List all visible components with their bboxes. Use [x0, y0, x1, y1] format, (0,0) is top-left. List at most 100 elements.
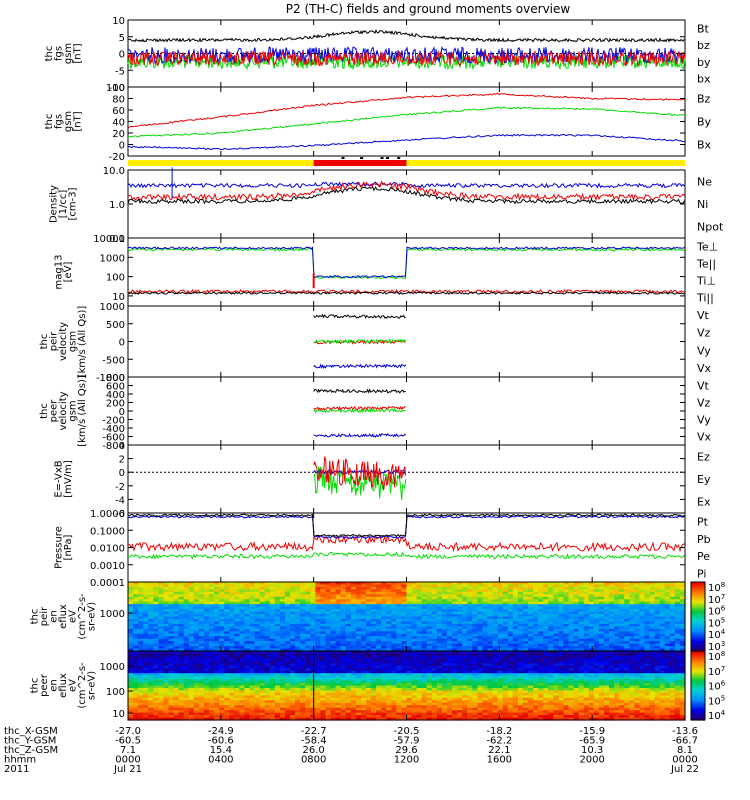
spectrogram-cell	[573, 604, 580, 608]
spectrogram-cell	[538, 646, 544, 650]
spectrogram-cell	[188, 648, 195, 652]
spectrogram-cell	[183, 604, 190, 608]
spectrogram-cell	[629, 648, 635, 652]
spectrogram-cell	[365, 683, 372, 687]
spectrogram-cell	[214, 712, 220, 716]
spectrogram-cell	[588, 584, 595, 588]
spectrogram-cell	[219, 606, 225, 610]
spectrogram-cell	[320, 599, 327, 603]
series-vy	[313, 338, 407, 345]
spectrogram-cell	[588, 601, 595, 605]
spectrogram-cell	[148, 584, 154, 588]
spectrogram-cell	[203, 687, 210, 692]
spectrogram-cell	[234, 675, 240, 679]
spectrogram-cell	[133, 584, 139, 588]
spectrogram-cell	[203, 702, 210, 706]
spectrogram-cell	[239, 618, 246, 623]
spectrogram-cell	[305, 702, 311, 706]
spectrogram-cell	[593, 586, 600, 590]
spectrogram-cell	[376, 665, 382, 669]
y-tick-label: -800	[102, 441, 125, 452]
spectrogram-cell	[193, 658, 200, 662]
spectrogram-cell	[128, 668, 134, 672]
spectrogram-cell	[669, 633, 676, 637]
spectrogram-cell	[219, 690, 225, 694]
spectrogram-cell	[416, 611, 423, 615]
spectrogram-cell	[138, 678, 144, 682]
spectrogram-cell	[219, 692, 225, 696]
spectrogram-cell	[659, 611, 666, 615]
spectrogram-cell	[548, 643, 554, 647]
spectrogram-cell	[614, 594, 620, 598]
spectrogram-cell	[219, 594, 225, 598]
spectrogram-cell	[239, 700, 246, 704]
spectrogram-cell	[598, 616, 605, 620]
spectrogram-cell	[234, 628, 240, 632]
spectrogram-cell	[138, 611, 144, 615]
spectrogram-cell	[143, 660, 149, 664]
spectrogram-cell	[198, 680, 205, 684]
spectrogram-cell	[138, 651, 144, 655]
spectrogram-cell	[320, 638, 327, 642]
spectrogram-cell	[198, 601, 205, 605]
spectrogram-cell	[133, 678, 139, 682]
spectrogram-cell	[163, 660, 170, 664]
spectrogram-cell	[477, 636, 484, 640]
spectrogram-cell	[279, 670, 286, 674]
spectrogram-cell	[583, 616, 590, 620]
spectrogram-cell	[173, 601, 180, 605]
spectrogram-cell	[487, 582, 494, 586]
spectrogram-cell	[173, 623, 180, 627]
spectrogram-cell	[325, 675, 332, 679]
spectrogram-cell	[447, 621, 453, 625]
spectrogram-cell	[128, 700, 134, 704]
spectrogram-cell	[330, 638, 337, 642]
spectrogram-cell	[163, 683, 170, 687]
spectrogram-cell	[573, 626, 580, 630]
spectrogram-cell	[249, 641, 256, 645]
spectrogram-cell	[224, 614, 230, 618]
spectrogram-cell	[482, 636, 489, 640]
spectrogram-cell	[254, 584, 261, 588]
spectrogram-cell	[315, 697, 322, 701]
spectrogram-cell	[335, 687, 342, 692]
spectrogram-cell	[482, 616, 489, 620]
spectrogram-cell	[300, 646, 306, 650]
spectrogram-cell	[381, 692, 387, 696]
spectrogram-cell	[284, 596, 291, 600]
spectrogram-cell	[330, 609, 337, 613]
spectrogram-cell	[396, 665, 403, 669]
spectrogram-cell	[320, 591, 327, 595]
spectrogram-cell	[411, 623, 418, 627]
spectrogram-cell	[543, 584, 549, 588]
spectrogram-cell	[138, 599, 144, 603]
spectrogram-cell	[269, 700, 276, 704]
spectrogram-cell	[305, 611, 311, 615]
spectrogram-cell	[300, 655, 306, 659]
spectrogram-cell	[224, 594, 230, 598]
spectrogram-cell	[512, 609, 519, 613]
spectrogram-cell	[528, 636, 534, 640]
spectrogram-cell	[203, 609, 210, 613]
spectrogram-cell	[290, 670, 296, 674]
spectrogram-cell	[203, 668, 210, 672]
spectrogram-cell	[254, 678, 261, 682]
spectrogram-cell	[664, 586, 671, 590]
spectrogram-cell	[128, 621, 134, 625]
spectrogram-cell	[411, 638, 418, 642]
spectrogram-cell	[133, 601, 139, 605]
spectrogram-cell	[376, 606, 382, 610]
spectrogram-cell	[244, 705, 251, 709]
spectrogram-cell	[158, 707, 165, 711]
spectrogram-cell	[396, 586, 403, 590]
spectrogram-cell	[274, 700, 281, 704]
spectrogram-cell	[143, 685, 149, 689]
spectrogram-cell	[659, 594, 666, 598]
spectrogram-cell	[229, 604, 235, 608]
spectrogram-cell	[300, 586, 306, 590]
spectrogram-cell	[421, 601, 428, 605]
spectrogram-cell	[371, 687, 377, 692]
spectrogram-cell	[462, 648, 468, 652]
spectrogram-cell	[603, 601, 610, 605]
spectrogram-cell	[396, 614, 403, 618]
